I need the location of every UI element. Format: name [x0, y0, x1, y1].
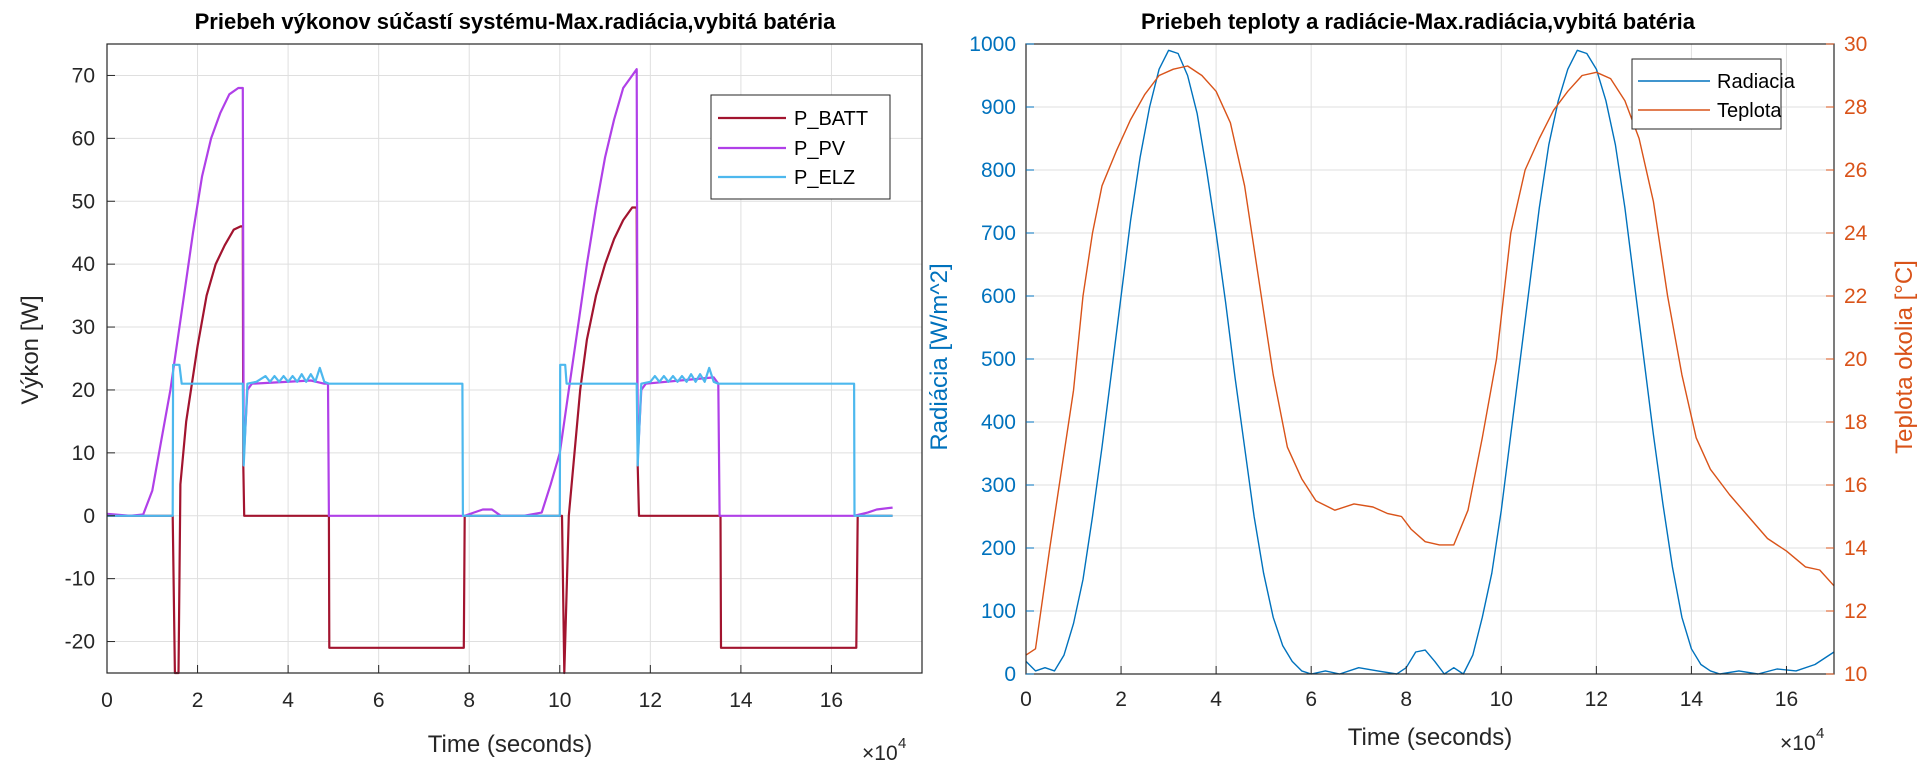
radiation-left-y-tick-label: 1000: [969, 33, 1016, 56]
power-x-tick-label: 2: [192, 689, 204, 712]
radiation-right-y-tick-label: 10: [1844, 663, 1867, 686]
radiation-chart-left-y-ticks: 0 100 200 300 400 500 600 700 800 900 1000: [969, 33, 1034, 686]
radiation-chart-x-exponent-base: ×10: [1780, 732, 1816, 755]
power-chart-legend: P_BATT P_PV P_ELZ: [710, 94, 891, 200]
radiation-left-y-tick-label: 400: [981, 411, 1016, 434]
series-line-teplota: [1025, 65, 1835, 656]
power-x-tick-label: 10: [548, 689, 571, 712]
legend-label-p-batt: P_BATT: [794, 108, 868, 130]
radiation-right-y-tick-label: 16: [1844, 474, 1867, 497]
power-y-tick-label: 60: [72, 127, 95, 150]
power-chart-x-label: Time (seconds): [428, 731, 592, 758]
series-line-radiacia: [1025, 49, 1835, 675]
radiation-x-tick-label: 14: [1680, 688, 1704, 711]
power-chart-x-exponent-power: 4: [898, 735, 906, 752]
power-chart-x-ticks: 0 2 4 6 8 10 12 14 16: [101, 665, 843, 712]
legend-label-p-elz: P_ELZ: [794, 167, 855, 189]
radiation-x-tick-label: 4: [1210, 688, 1222, 711]
radiation-chart-x-ticks: 0 2 4 6 8 10 12 14 16: [1020, 666, 1798, 711]
radiation-left-y-tick-label: 200: [981, 537, 1016, 560]
radiation-chart-title: Priebeh teploty a radiácie-Max.radiácia,…: [1141, 9, 1696, 34]
power-chart-axes-box: [106, 43, 923, 674]
power-y-tick-label: 10: [72, 442, 95, 465]
power-y-tick-label: 0: [83, 505, 95, 528]
radiation-x-tick-label: 0: [1020, 688, 1032, 711]
power-chart-y-ticks: -20 -10 0 10 20 30 40 50 60 70: [65, 64, 115, 654]
radiation-left-y-tick-label: 300: [981, 474, 1016, 497]
power-x-tick-label: 6: [373, 689, 385, 712]
radiation-chart-left-y-label: Radiácia [W/m^2]: [926, 263, 953, 450]
radiation-x-tick-label: 8: [1400, 688, 1412, 711]
radiation-x-tick-label: 12: [1585, 688, 1608, 711]
radiation-right-y-tick-label: 30: [1844, 33, 1867, 56]
radiation-chart-legend: Radiacia Teplota: [1631, 58, 1796, 130]
power-x-tick-label: 14: [729, 689, 753, 712]
power-chart-x-exponent-base: ×10: [862, 742, 898, 763]
power-y-tick-label: 20: [72, 379, 95, 402]
power-x-tick-label: 16: [820, 689, 843, 712]
radiation-right-y-tick-label: 28: [1844, 96, 1867, 119]
radiation-left-y-tick-label: 100: [981, 600, 1016, 623]
power-y-tick-label: 30: [72, 316, 95, 339]
power-x-tick-label: 0: [101, 689, 113, 712]
radiation-left-y-tick-label: 700: [981, 222, 1016, 245]
power-chart-series: [106, 68, 893, 675]
radiation-x-tick-label: 10: [1490, 688, 1513, 711]
legend-label-teplota: Teplota: [1717, 100, 1782, 122]
power-chart-y-label: Výkon [W]: [17, 295, 44, 404]
radiation-temperature-chart: Priebeh teploty a radiácie-Max.radiácia,…: [926, 9, 1918, 755]
radiation-chart-right-y-ticks: 10 12 14 16 18 20 22 24 26 28 30: [1826, 33, 1868, 686]
power-x-tick-label: 4: [282, 689, 294, 712]
radiation-left-y-tick-label: 900: [981, 96, 1016, 119]
radiation-chart-right-y-label: Teplota okolia [°C]: [1891, 260, 1918, 454]
radiation-chart-grid: [1025, 43, 1834, 675]
radiation-x-tick-label: 6: [1305, 688, 1317, 711]
legend-label-p-pv: P_PV: [794, 138, 846, 160]
power-x-tick-label: 8: [463, 689, 475, 712]
radiation-right-y-tick-label: 20: [1844, 348, 1867, 371]
power-chart-title: Priebeh výkonov súčastí systému-Max.radi…: [195, 9, 836, 34]
radiation-x-tick-label: 16: [1775, 688, 1798, 711]
power-y-tick-label: 40: [72, 253, 95, 276]
series-line-p-elz: [107, 363, 893, 517]
power-chart: Priebeh výkonov súčastí systému-Max.radi…: [17, 9, 923, 763]
legend-label-radiacia: Radiacia: [1717, 71, 1796, 93]
radiation-right-y-tick-label: 14: [1844, 537, 1868, 560]
radiation-chart-x-exponent: ×10 4: [1780, 725, 1824, 755]
power-y-tick-label: -20: [65, 631, 95, 654]
radiation-chart-x-exponent-power: 4: [1816, 725, 1824, 742]
radiation-chart-series: [1025, 49, 1835, 675]
radiation-chart-x-label: Time (seconds): [1348, 724, 1512, 751]
power-x-tick-label: 12: [639, 689, 662, 712]
radiation-right-y-tick-label: 22: [1844, 285, 1867, 308]
power-chart-x-exponent: ×10 4: [862, 735, 906, 763]
power-y-tick-label: -10: [65, 568, 95, 591]
radiation-left-y-tick-label: 800: [981, 159, 1016, 182]
radiation-left-y-tick-label: 0: [1004, 663, 1016, 686]
radiation-right-y-tick-label: 24: [1844, 222, 1868, 245]
radiation-chart-legend-box: [1631, 58, 1782, 130]
radiation-right-y-tick-label: 26: [1844, 159, 1867, 182]
radiation-right-y-tick-label: 12: [1844, 600, 1867, 623]
radiation-left-y-tick-label: 600: [981, 285, 1016, 308]
radiation-left-y-tick-label: 500: [981, 348, 1016, 371]
power-y-tick-label: 50: [72, 190, 95, 213]
radiation-right-y-tick-label: 18: [1844, 411, 1867, 434]
radiation-x-tick-label: 2: [1115, 688, 1127, 711]
power-y-tick-label: 70: [72, 64, 95, 87]
